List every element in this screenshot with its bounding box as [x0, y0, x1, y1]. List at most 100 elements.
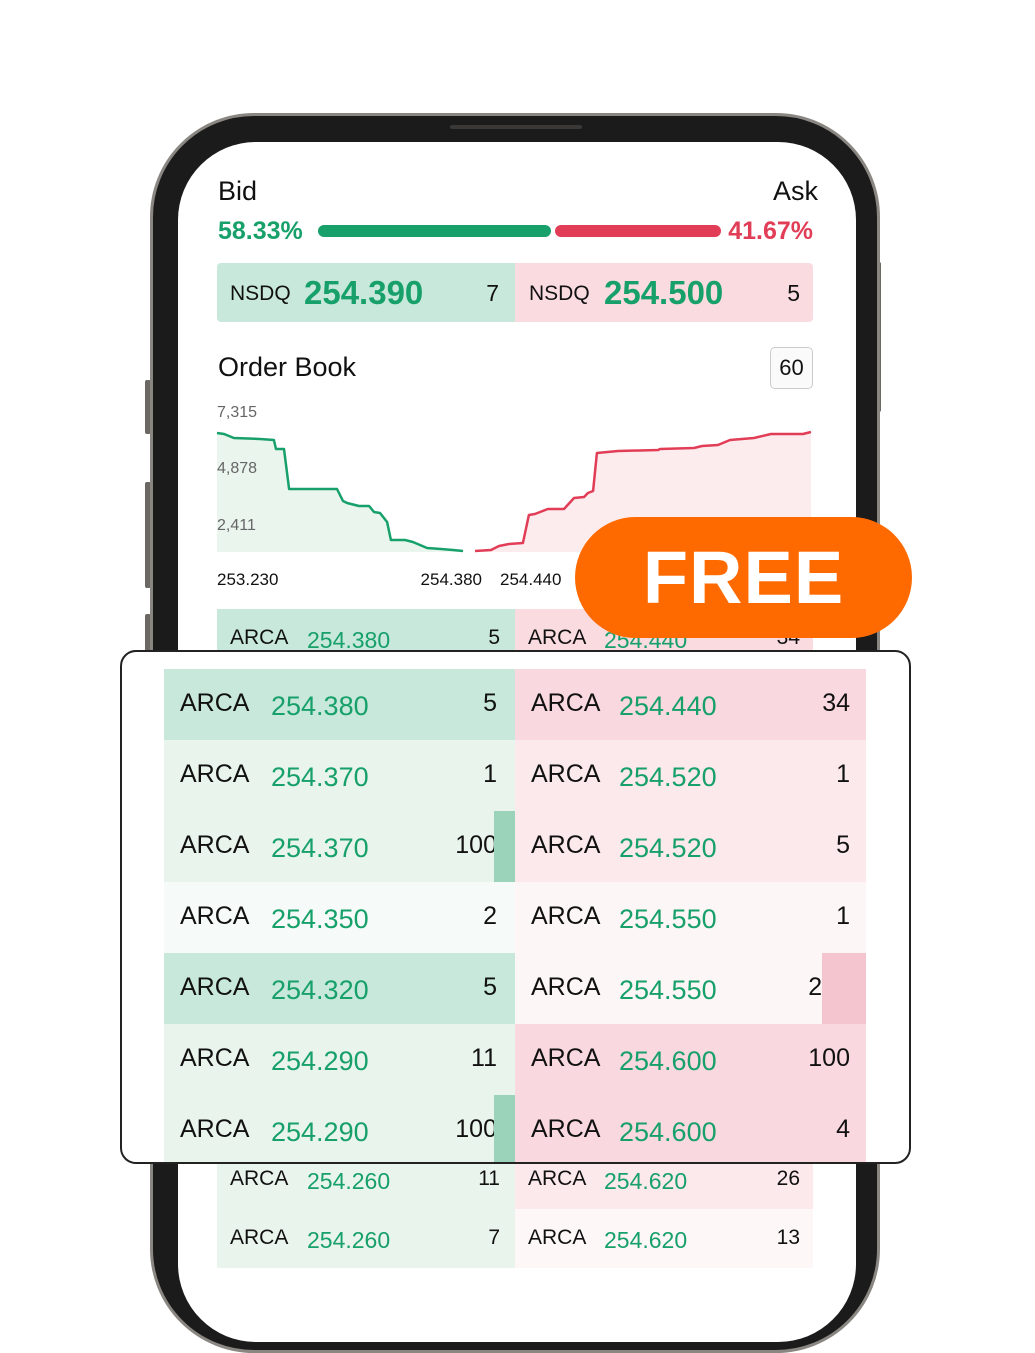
size: 5	[488, 626, 500, 649]
price: 254.550	[619, 904, 717, 934]
exchange: ARCA	[230, 626, 289, 649]
price: 254.370	[271, 833, 369, 863]
size: 1	[836, 902, 850, 930]
price: 254.320	[271, 975, 369, 1005]
price: 254.380	[271, 691, 369, 721]
exchange: ARCA	[528, 626, 587, 649]
size: 100	[455, 831, 497, 859]
bid-depth-area	[217, 433, 463, 552]
exchange: ARCA	[230, 1226, 289, 1249]
order-book-row[interactable]: ARCA 254.290 100 ARCA 254.600 4	[164, 1095, 866, 1162]
bid-cell[interactable]: ARCA 254.370 1	[164, 740, 515, 811]
size: 1	[836, 760, 850, 788]
price: 254.550	[619, 975, 717, 1005]
nbbo-ask-size: 5	[787, 280, 800, 306]
size: 11	[478, 1167, 500, 1190]
price: 254.520	[619, 833, 717, 863]
nbbo-bid-size: 7	[486, 280, 499, 306]
bid-percent: 58.33%	[218, 217, 303, 245]
exchange: ARCA	[531, 689, 601, 717]
ask-ratio-bar	[555, 225, 721, 237]
ask-cell[interactable]: ARCA 254.550 250	[515, 953, 866, 1024]
phone-speaker	[450, 125, 582, 129]
exchange: ARCA	[180, 831, 250, 859]
volume-buttons	[145, 482, 151, 588]
exchange: ARCA	[531, 973, 601, 1001]
exchange: ARCA	[180, 1115, 250, 1143]
price: 254.600	[619, 1117, 717, 1147]
size: 100	[455, 1115, 497, 1143]
depth-bar	[493, 811, 515, 882]
price: 254.440	[619, 691, 717, 721]
bid-cell[interactable]: ARCA 254.370 100	[164, 811, 515, 882]
depth-bar	[822, 953, 866, 1024]
price: 254.290	[271, 1046, 369, 1076]
price: 254.520	[619, 762, 717, 792]
bid-cell[interactable]: ARCA 254.290 11	[164, 1024, 515, 1095]
price: 254.290	[271, 1117, 369, 1147]
exchange: ARCA	[230, 1167, 289, 1190]
exchange: ARCA	[531, 831, 601, 859]
exchange: ARCA	[180, 973, 250, 1001]
order-book-zoom-card: ARCA 254.380 5 ARCA 254.440 34 ARCA 254.37…	[120, 650, 911, 1164]
price: 254.600	[619, 1046, 717, 1076]
size: 11	[471, 1044, 497, 1072]
exchange: ARCA	[180, 902, 250, 930]
order-book-title: Order Book	[218, 352, 357, 382]
nbbo-ask[interactable]: NSDQ 254.500 5	[515, 263, 813, 322]
bid-cell[interactable]: ARCA 254.290 100	[164, 1095, 515, 1162]
free-badge: FREE	[575, 517, 912, 638]
size: 34	[822, 689, 850, 717]
size: 2	[483, 902, 497, 930]
price: 254.370	[271, 762, 369, 792]
price: 254.380	[307, 627, 391, 653]
bid-cell[interactable]: ARCA 254.320 5	[164, 953, 515, 1024]
bid-depth-line	[216, 431, 464, 553]
exchange: ARCA	[528, 1167, 587, 1190]
nbbo-bid[interactable]: NSDQ 254.390 7	[217, 263, 515, 322]
bid-cell[interactable]: ARCA 254.380 5	[164, 669, 515, 740]
size: 4	[836, 1115, 850, 1143]
ask-cell[interactable]: ARCA 254.600 100	[515, 1024, 866, 1095]
size: 1	[483, 760, 497, 788]
nbbo-ask-price: 254.500	[604, 274, 724, 311]
exchange: ARCA	[180, 760, 250, 788]
price: 254.260	[307, 1227, 391, 1253]
interval-button[interactable]: 60	[770, 347, 813, 389]
price: 254.260	[307, 1168, 391, 1194]
x-tick-label: 253.230	[217, 570, 278, 589]
size: 26	[776, 1167, 800, 1190]
order-book-row[interactable]: ARCA 254.290 11 ARCA 254.600 100	[164, 1024, 866, 1095]
size: 5	[483, 689, 497, 717]
order-book-row[interactable]: ARCA 254.370 1 ARCA 254.520 1	[164, 740, 866, 811]
ask-cell[interactable]: ARCA 254.520 5	[515, 811, 866, 882]
ask-cell[interactable]: ARCA 254.550 1	[515, 882, 866, 953]
exchange: ARCA	[531, 1044, 601, 1072]
size: 5	[836, 831, 850, 859]
y-tick-label: 7,315	[217, 404, 257, 421]
order-book-row[interactable]: ARCA 254.260 7 ARCA 254.620 13	[217, 1209, 813, 1268]
silent-switch	[145, 380, 151, 434]
exchange: ARCA	[531, 760, 601, 788]
volume-down-button	[145, 614, 151, 654]
bid-cell[interactable]: ARCA 254.260 7	[217, 1209, 515, 1268]
y-tick-label: 2,411	[217, 517, 256, 534]
ask-cell[interactable]: ARCA 254.620 13	[515, 1209, 813, 1268]
ask-label: Ask	[772, 176, 818, 206]
exchange: ARCA	[528, 1226, 587, 1249]
order-book-row[interactable]: ARCA 254.350 2 ARCA 254.550 1	[164, 882, 866, 953]
bid-ratio-bar	[318, 225, 551, 237]
size: 13	[776, 1226, 800, 1249]
bid-cell[interactable]: ARCA 254.350 2	[164, 882, 515, 953]
ask-cell[interactable]: ARCA 254.600 4	[515, 1095, 866, 1162]
y-tick-label: 4,878	[217, 460, 257, 477]
size: 5	[483, 973, 497, 1001]
ask-cell[interactable]: ARCA 254.520 1	[515, 740, 866, 811]
depth-bar	[493, 1095, 515, 1162]
ask-cell[interactable]: ARCA 254.440 34	[515, 669, 866, 740]
exchange: ARCA	[531, 902, 601, 930]
order-book-row[interactable]: ARCA 254.370 100 ARCA 254.520 5	[164, 811, 866, 882]
price: 254.350	[271, 904, 369, 934]
